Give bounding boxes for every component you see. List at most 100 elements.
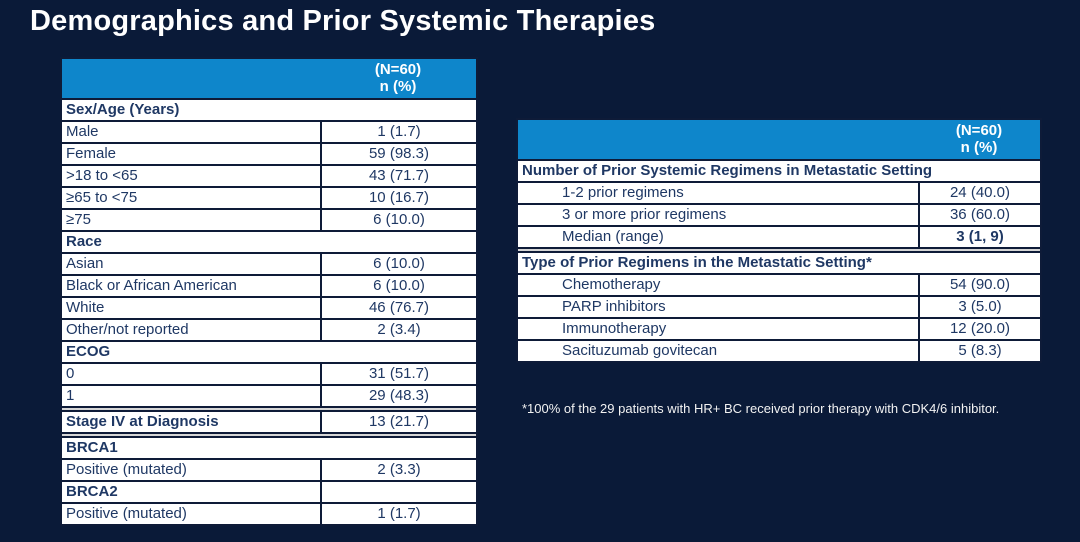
- row-value: 13 (21.7): [320, 410, 478, 434]
- header-n-pct-label: n (%): [379, 77, 417, 95]
- row-value: 5 (8.3): [918, 339, 1042, 363]
- table-row: Positive (mutated) 2 (3.3): [60, 458, 478, 482]
- section-header-cell: Type of Prior Regimens in the Metastatic…: [516, 251, 1042, 275]
- row-label: Immunotherapy: [516, 317, 920, 341]
- row-label: PARP inhibitors: [516, 295, 920, 319]
- section-gap-cell: [60, 432, 478, 438]
- row-value: 1 (1.7): [320, 120, 478, 144]
- table-header-cell: (N=60) n (%): [516, 118, 1042, 161]
- row-value: 2 (3.4): [320, 318, 478, 342]
- table-row: Other/not reported 2 (3.4): [60, 318, 478, 342]
- table-row: ≥65 to <75 10 (16.7): [60, 186, 478, 210]
- table-row: Type of Prior Regimens in the Metastatic…: [516, 251, 1042, 275]
- row-label: Positive (mutated): [60, 502, 322, 526]
- row-label: Median (range): [516, 225, 920, 249]
- section-gap: [60, 432, 478, 438]
- table-header-cell: (N=60) n (%): [60, 57, 478, 100]
- table-row: Race: [60, 230, 478, 254]
- row-label: ≥75: [60, 208, 322, 232]
- row-label: 1: [60, 384, 322, 408]
- table-row: Sacituzumab govitecan 5 (8.3): [516, 339, 1042, 363]
- footnote: *100% of the 29 patients with HR+ BC rec…: [522, 401, 1000, 416]
- row-value: 46 (76.7): [320, 296, 478, 320]
- section-header-label: Type of Prior Regimens in the Metastatic…: [522, 253, 872, 271]
- header-n-total-label: (N=60): [374, 60, 422, 78]
- row-label: Asian: [60, 252, 322, 276]
- row-label: White: [60, 296, 322, 320]
- row-label: Male: [60, 120, 322, 144]
- table-row: White 46 (76.7): [60, 296, 478, 320]
- demographics-table-grid: (N=60) n (%) Sex/Age (Years) Male 1 (1.7) Fem…: [60, 57, 478, 526]
- table-row: BRCA2: [60, 480, 478, 504]
- section-header-label: BRCA1: [66, 438, 118, 456]
- row-label: Positive (mutated): [60, 458, 322, 482]
- table-row: 1-2 prior regimens 24 (40.0): [516, 181, 1042, 205]
- table-row: Immunotherapy 12 (20.0): [516, 317, 1042, 341]
- table-row: 1 29 (48.3): [60, 384, 478, 408]
- row-value: 6 (10.0): [320, 274, 478, 298]
- row-label: >18 to <65: [60, 164, 322, 188]
- table-row: Black or African American 6 (10.0): [60, 274, 478, 298]
- section-header-label: Number of Prior Systemic Regimens in Met…: [522, 161, 933, 179]
- table-row: >18 to <65 43 (71.7): [60, 164, 478, 188]
- table-row: Positive (mutated) 1 (1.7): [60, 502, 478, 526]
- table-row: Median (range) 3 (1, 9): [516, 225, 1042, 249]
- section-header-cell: Race: [60, 230, 478, 254]
- section-header-label: ECOG: [66, 342, 111, 360]
- row-label: Black or African American: [60, 274, 322, 298]
- row-label: Female: [60, 142, 322, 166]
- prior-therapies-table: (N=60) n (%) Number of Prior Systemic Regi…: [516, 118, 1042, 363]
- row-value: 29 (48.3): [320, 384, 478, 408]
- row-value: 3 (5.0): [918, 295, 1042, 319]
- prior-therapies-table-grid: (N=60) n (%) Number of Prior Systemic Regi…: [516, 118, 1042, 363]
- row-label: Other/not reported: [60, 318, 322, 342]
- table-row: PARP inhibitors 3 (5.0): [516, 295, 1042, 319]
- table-header-row: (N=60) n (%): [60, 57, 478, 100]
- section-header-label: Sex/Age (Years): [66, 100, 180, 118]
- header-n-pct-label: n (%): [960, 138, 998, 156]
- row-label: 0: [60, 362, 322, 386]
- row-value: 2 (3.3): [320, 458, 478, 482]
- row-label: Sacituzumab govitecan: [516, 339, 920, 363]
- row-value: 1 (1.7): [320, 502, 478, 526]
- row-label: Stage IV at Diagnosis: [60, 410, 322, 434]
- row-label: BRCA2: [60, 480, 322, 504]
- table-row: 3 or more prior regimens 36 (60.0): [516, 203, 1042, 227]
- section-header-cell: Sex/Age (Years): [60, 98, 478, 122]
- row-value: 6 (10.0): [320, 208, 478, 232]
- table-row: Asian 6 (10.0): [60, 252, 478, 276]
- section-gap-cell: [516, 247, 1042, 253]
- section-gap: [516, 247, 1042, 253]
- row-value: 24 (40.0): [918, 181, 1042, 205]
- row-value: 10 (16.7): [320, 186, 478, 210]
- row-value: 59 (98.3): [320, 142, 478, 166]
- row-value: 43 (71.7): [320, 164, 478, 188]
- table-row: Stage IV at Diagnosis 13 (21.7): [60, 410, 478, 434]
- table-row: Number of Prior Systemic Regimens in Met…: [516, 159, 1042, 183]
- row-value: 36 (60.0): [918, 203, 1042, 227]
- table-row: Sex/Age (Years): [60, 98, 478, 122]
- row-value: 54 (90.0): [918, 273, 1042, 297]
- table-row: ECOG: [60, 340, 478, 364]
- section-header-cell: Number of Prior Systemic Regimens in Met…: [516, 159, 1042, 183]
- table-row: ≥75 6 (10.0): [60, 208, 478, 232]
- table-row: Chemotherapy 54 (90.0): [516, 273, 1042, 297]
- section-header-cell: ECOG: [60, 340, 478, 364]
- row-value: 31 (51.7): [320, 362, 478, 386]
- table-row: Female 59 (98.3): [60, 142, 478, 166]
- table-row: BRCA1: [60, 436, 478, 460]
- section-header-cell: BRCA1: [60, 436, 478, 460]
- header-n-total-label: (N=60): [955, 121, 1003, 139]
- header-n-column: (N=60) n (%): [320, 60, 475, 96]
- table-row: 0 31 (51.7): [60, 362, 478, 386]
- section-gap: [60, 406, 478, 412]
- row-label: ≥65 to <75: [60, 186, 322, 210]
- table-header-row: (N=60) n (%): [516, 118, 1042, 161]
- row-value: 6 (10.0): [320, 252, 478, 276]
- row-value: [320, 480, 478, 504]
- row-label: 1-2 prior regimens: [516, 181, 920, 205]
- row-value: 12 (20.0): [918, 317, 1042, 341]
- section-header-label: Race: [66, 232, 102, 250]
- row-value: 3 (1, 9): [918, 225, 1042, 249]
